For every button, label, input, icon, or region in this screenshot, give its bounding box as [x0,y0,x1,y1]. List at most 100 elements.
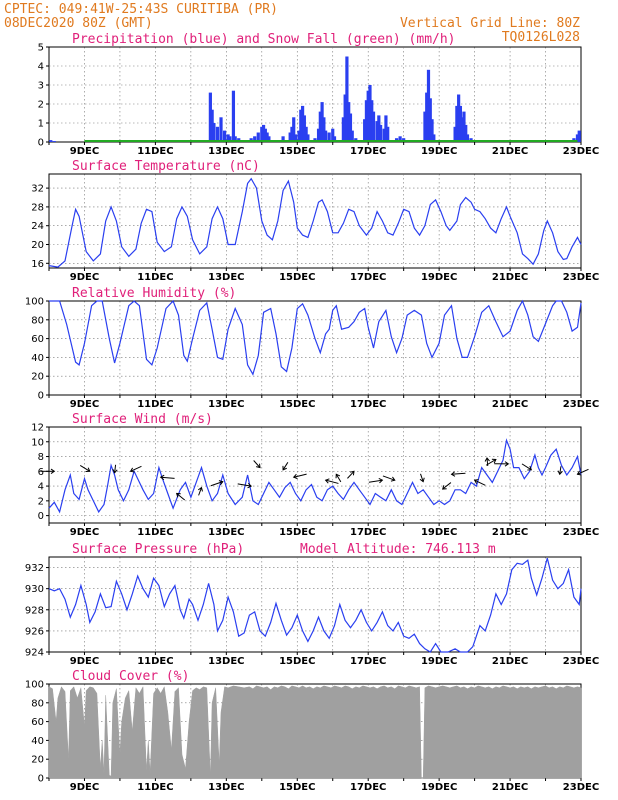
ytick-label: 2 [38,496,44,507]
wind-arrow [282,462,289,471]
ytick-label: 0 [38,391,44,402]
xtick-label: 23DEC [563,782,599,793]
wind-arrow-shaft [347,470,355,479]
ytick-label: 28 [31,202,44,213]
xtick-label: 19DEC [421,146,457,157]
wind-arrow [292,473,307,480]
wind-arrow [253,460,261,469]
xtick-label: 17DEC [350,272,386,283]
wind-arrow [441,482,452,490]
xtick-label: 23DEC [563,527,599,538]
xtick-label: 11DEC [137,527,173,538]
precip-bar [382,128,386,142]
precip-bar [288,132,292,142]
xtick-label: 15DEC [279,399,315,410]
xtick-label: 19DEC [421,399,457,410]
precip-bar [316,128,321,142]
panel-title-cloud: Cloud Cover (%) [72,669,189,684]
xtick-label: 15DEC [279,146,315,157]
precip-bar [233,136,237,142]
precip-bar [453,126,457,142]
xtick-label: 13DEC [208,399,244,410]
wind-arrow [473,479,486,486]
panel-title-press: Surface Pressure (hPa) [72,542,244,557]
xtick-label: 21DEC [492,146,528,157]
xtick-label: 19DEC [421,782,457,793]
precip-bar [327,132,331,142]
wind-arrow-head [419,477,425,483]
xtick-label: 13DEC [208,656,244,667]
xtick-label: 23DEC [563,656,599,667]
precip-bar [364,100,369,142]
wind-arrow-head [350,470,355,476]
precip-bar [465,134,470,142]
precip-bar [215,126,220,142]
wind-arrow [450,471,466,477]
precip-bar [318,111,322,142]
xtick-label: 13DEC [208,146,244,157]
precip-bar [398,136,402,142]
xtick-label: 19DEC [421,656,457,667]
wind-arrow-head [450,471,456,477]
ytick-label: 10 [31,437,44,448]
precip-bar [379,124,383,142]
header-source: CPTEC: 049:41W-25:43S CURITIBA (PR) [4,2,278,17]
ytick-label: 926 [25,626,44,637]
wind-arrow-shaft [282,462,289,471]
ytick-label: 32 [31,184,44,195]
precip-bar [306,134,310,142]
wind-arrow-head [175,492,181,498]
ytick-label: 24 [31,221,44,232]
precip-bar [208,92,212,142]
wind-arrow [382,475,396,482]
wind-arrow [576,468,589,476]
precip-bar [350,130,354,142]
panel-frame-wind [48,426,582,524]
ytick-label: 16 [31,259,44,270]
ytick-label: 4 [38,62,44,73]
precip-bar [375,121,379,142]
precip-bar [464,124,468,142]
precip-bar [212,123,216,142]
precip-bar [292,117,296,142]
panel-frame-precip [48,46,582,143]
wind-arrow [79,465,91,473]
xtick-label: 9DEC [70,146,99,157]
precip-bar [267,136,271,142]
xtick-label: 21DEC [492,272,528,283]
wind-arrow-shaft [559,466,562,475]
series-line-temp [48,177,582,268]
precip-bar [322,117,326,142]
precip-bar [341,117,345,142]
precip-bar [297,130,301,142]
precip-bar [304,126,308,142]
precip-bar [384,115,388,142]
precip-bar [345,56,349,142]
ytick-label: 5 [38,43,44,54]
precip-bar [265,132,269,142]
ytick-label: 60 [31,717,44,728]
ytick-label: 80 [31,315,44,326]
wind-arrow-shaft [485,459,497,466]
wind-arrow [40,468,56,474]
precip-bar [231,90,236,142]
wind-arrow-shaft [114,464,117,473]
precip-bar [320,102,324,142]
wind-arrow-shaft [253,460,261,468]
xtick-label: 17DEC [350,146,386,157]
wind-arrow-head [50,468,56,474]
wind-arrow-head [491,458,497,464]
wind-arrow [197,486,203,496]
precip-bar [575,134,580,142]
wind-arrow [159,474,175,481]
ytick-label: 40 [31,736,44,747]
wind-arrow-head [335,473,341,479]
precip-bar [458,105,463,142]
wind-arrow-shaft [130,465,142,472]
ytick-label: 0 [38,138,44,149]
ytick-label: 930 [25,584,44,595]
panel-frame-rh [48,300,582,396]
precip-bar [371,111,376,142]
xtick-label: 23DEC [563,146,599,157]
